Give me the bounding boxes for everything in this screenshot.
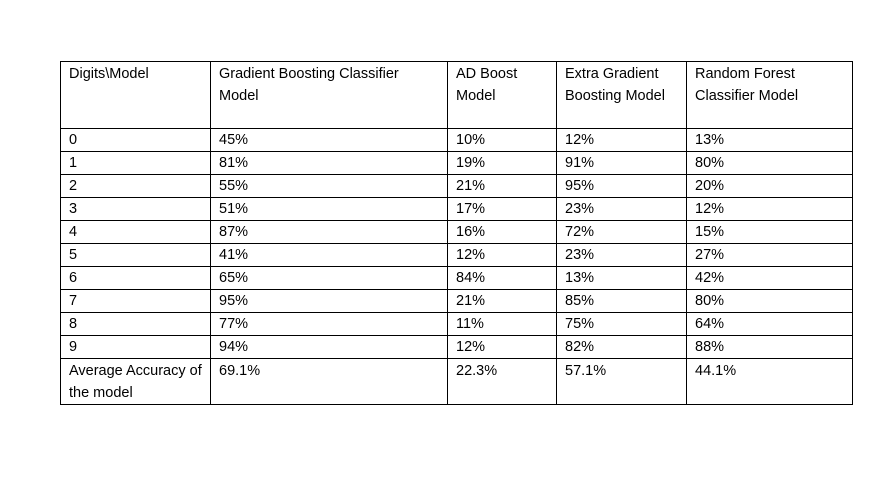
extra-gradient-boosting-cell: 13%	[556, 266, 687, 290]
random-forest-cell: 88%	[686, 335, 853, 359]
random-forest-cell: 42%	[686, 266, 853, 290]
gradient-boosting-average: 69.1%	[210, 358, 448, 405]
random-forest-cell: 80%	[686, 151, 853, 175]
extra-gradient-boosting-cell: 95%	[556, 174, 687, 198]
digit-cell: 8	[60, 312, 211, 336]
table-row: 9 94% 12% 82% 88%	[60, 335, 853, 359]
extra-gradient-boosting-cell: 72%	[556, 220, 687, 244]
digit-cell: 4	[60, 220, 211, 244]
table-row: 8 77% 11% 75% 64%	[60, 312, 853, 336]
extra-gradient-boosting-cell: 23%	[556, 197, 687, 221]
random-forest-cell: 64%	[686, 312, 853, 336]
gradient-boosting-cell: 51%	[210, 197, 448, 221]
average-accuracy-label: Average Accuracy of the model	[60, 358, 211, 405]
ad-boost-cell: 21%	[447, 289, 557, 313]
ad-boost-cell: 19%	[447, 151, 557, 175]
header-cell-gradient-boosting: Gradient Boosting Classifier Model	[210, 61, 448, 129]
digit-cell: 2	[60, 174, 211, 198]
gradient-boosting-cell: 55%	[210, 174, 448, 198]
random-forest-cell: 13%	[686, 128, 853, 152]
header-cell-random-forest: Random Forest Classifier Model	[686, 61, 853, 129]
header-cell-extra-gradient-boosting: Extra Gradient Boosting Model	[556, 61, 687, 129]
gradient-boosting-cell: 45%	[210, 128, 448, 152]
gradient-boosting-cell: 95%	[210, 289, 448, 313]
ad-boost-cell: 12%	[447, 243, 557, 267]
extra-gradient-boosting-average: 57.1%	[556, 358, 687, 405]
table-row: 5 41% 12% 23% 27%	[60, 243, 853, 267]
table-row: 2 55% 21% 95% 20%	[60, 174, 853, 198]
digit-cell: 5	[60, 243, 211, 267]
digit-cell: 3	[60, 197, 211, 221]
random-forest-cell: 20%	[686, 174, 853, 198]
ad-boost-cell: 17%	[447, 197, 557, 221]
table-row: 7 95% 21% 85% 80%	[60, 289, 853, 313]
digit-cell: 7	[60, 289, 211, 313]
gradient-boosting-cell: 65%	[210, 266, 448, 290]
random-forest-cell: 15%	[686, 220, 853, 244]
ad-boost-cell: 12%	[447, 335, 557, 359]
accuracy-table: Digits\Model Gradient Boosting Classifie…	[60, 61, 853, 405]
extra-gradient-boosting-cell: 85%	[556, 289, 687, 313]
digit-cell: 9	[60, 335, 211, 359]
header-cell-ad-boost: AD Boost Model	[447, 61, 557, 129]
table-row: 3 51% 17% 23% 12%	[60, 197, 853, 221]
ad-boost-cell: 16%	[447, 220, 557, 244]
random-forest-average: 44.1%	[686, 358, 853, 405]
digit-cell: 1	[60, 151, 211, 175]
random-forest-cell: 80%	[686, 289, 853, 313]
table-row: 4 87% 16% 72% 15%	[60, 220, 853, 244]
ad-boost-average: 22.3%	[447, 358, 557, 405]
ad-boost-cell: 11%	[447, 312, 557, 336]
gradient-boosting-cell: 87%	[210, 220, 448, 244]
header-cell-digits-model: Digits\Model	[60, 61, 211, 129]
gradient-boosting-cell: 94%	[210, 335, 448, 359]
random-forest-cell: 27%	[686, 243, 853, 267]
extra-gradient-boosting-cell: 82%	[556, 335, 687, 359]
average-accuracy-row: Average Accuracy of the model 69.1% 22.3…	[60, 358, 853, 405]
extra-gradient-boosting-cell: 12%	[556, 128, 687, 152]
table-row: 0 45% 10% 12% 13%	[60, 128, 853, 152]
gradient-boosting-cell: 77%	[210, 312, 448, 336]
table-row: 1 81% 19% 91% 80%	[60, 151, 853, 175]
extra-gradient-boosting-cell: 75%	[556, 312, 687, 336]
extra-gradient-boosting-cell: 23%	[556, 243, 687, 267]
table-row: 6 65% 84% 13% 42%	[60, 266, 853, 290]
digit-cell: 6	[60, 266, 211, 290]
gradient-boosting-cell: 41%	[210, 243, 448, 267]
digit-cell: 0	[60, 128, 211, 152]
table-header-row: Digits\Model Gradient Boosting Classifie…	[60, 61, 853, 129]
extra-gradient-boosting-cell: 91%	[556, 151, 687, 175]
ad-boost-cell: 21%	[447, 174, 557, 198]
random-forest-cell: 12%	[686, 197, 853, 221]
gradient-boosting-cell: 81%	[210, 151, 448, 175]
ad-boost-cell: 84%	[447, 266, 557, 290]
ad-boost-cell: 10%	[447, 128, 557, 152]
